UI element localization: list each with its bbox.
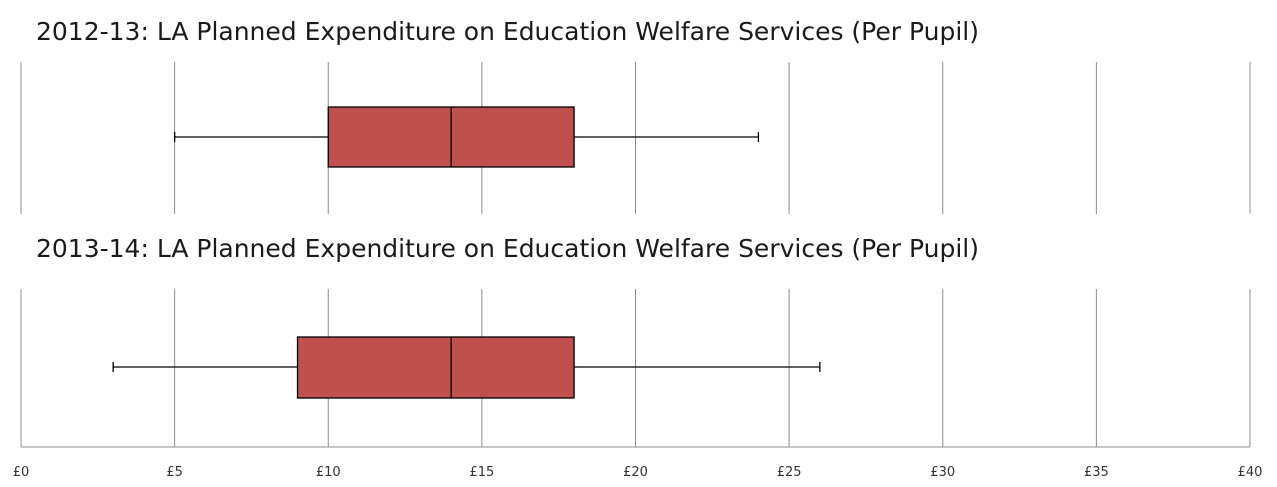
x-tick-label: £15 xyxy=(469,465,494,480)
x-tick-label: £40 xyxy=(1238,465,1263,480)
panel-title-2013-14: 2013-14: LA Planned Expenditure on Educa… xyxy=(36,234,979,263)
x-tick-label: £0 xyxy=(13,465,30,480)
boxplot-2013-14 xyxy=(112,336,821,399)
boxplot-2012-13 xyxy=(173,106,760,168)
x-tick-label: £25 xyxy=(777,465,802,480)
x-tick-label: £10 xyxy=(316,465,341,480)
x-tick-label: £20 xyxy=(623,465,648,480)
iqr-box xyxy=(296,336,575,399)
x-tick-label: £5 xyxy=(166,465,183,480)
panel-title-2012-13: 2012-13: LA Planned Expenditure on Educa… xyxy=(36,17,979,46)
x-tick-label: £35 xyxy=(1084,465,1109,480)
x-axis-tick-labels: £0 £5 £10 £15 £20 £25 £30 £35 £40 xyxy=(13,465,1263,480)
x-tick-label: £30 xyxy=(930,465,955,480)
